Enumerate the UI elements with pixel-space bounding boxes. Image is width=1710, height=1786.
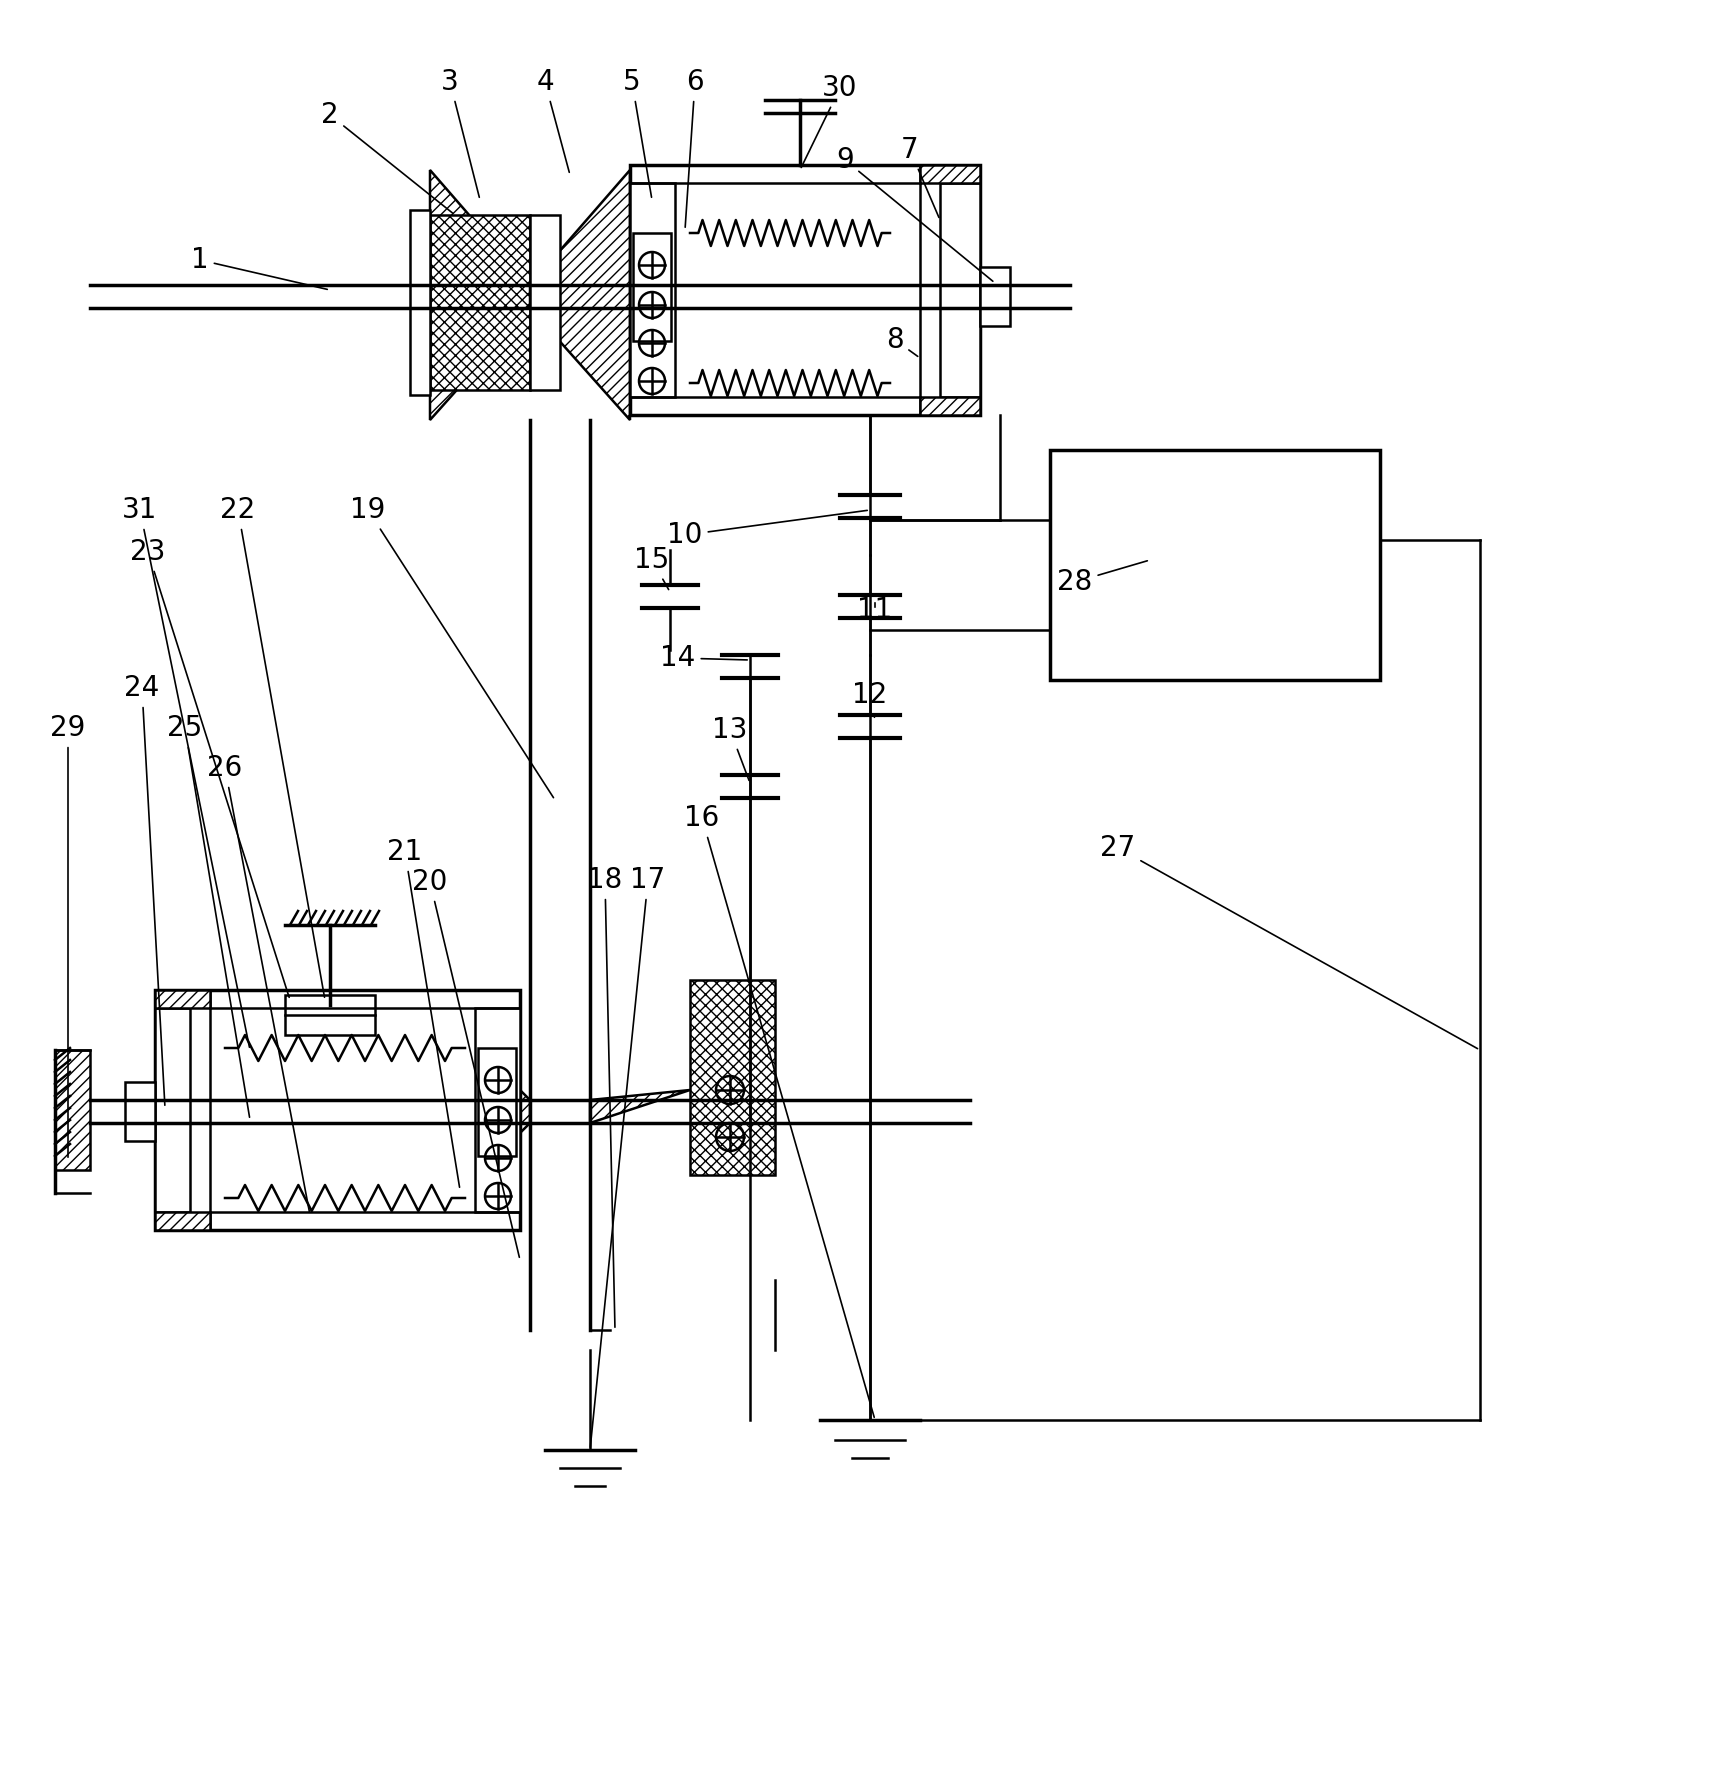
Text: 2: 2 [321, 102, 453, 213]
Text: 10: 10 [667, 511, 867, 548]
Text: 7: 7 [901, 136, 939, 218]
Bar [156, 1213, 210, 1231]
Text: 28: 28 [1057, 561, 1147, 597]
Bar [55, 1050, 91, 1170]
Text: 5: 5 [622, 68, 652, 196]
Text: 8: 8 [886, 327, 918, 357]
Bar [156, 989, 520, 1231]
Text: 20: 20 [412, 868, 520, 1257]
Polygon shape [530, 170, 629, 420]
Bar [410, 211, 429, 395]
Bar [125, 1082, 156, 1141]
Text: 11: 11 [857, 597, 893, 623]
Bar [156, 989, 210, 1231]
Text: 4: 4 [537, 68, 569, 171]
Bar [691, 981, 775, 1175]
Text: 25: 25 [168, 714, 250, 1118]
Text: 26: 26 [207, 754, 310, 1213]
Text: 12: 12 [852, 680, 887, 718]
Text: 31: 31 [123, 497, 250, 1047]
Text: 14: 14 [660, 645, 747, 672]
Text: 13: 13 [713, 716, 749, 780]
Text: 6: 6 [686, 68, 705, 227]
Polygon shape [429, 170, 530, 420]
Text: 17: 17 [590, 866, 665, 1447]
Text: 24: 24 [125, 673, 164, 1106]
Bar [920, 164, 980, 414]
Bar [920, 396, 980, 414]
Text: 18: 18 [587, 866, 622, 1327]
Text: 19: 19 [351, 497, 554, 798]
Text: 22: 22 [221, 497, 325, 997]
Bar [980, 266, 1011, 327]
Bar [633, 232, 670, 341]
Text: 9: 9 [836, 146, 994, 280]
Text: 30: 30 [802, 73, 858, 168]
Bar [156, 989, 210, 1007]
Text: 23: 23 [130, 538, 289, 997]
Bar [1050, 450, 1380, 680]
Bar [286, 995, 374, 1036]
Text: 1: 1 [192, 246, 327, 289]
Bar [475, 1007, 520, 1213]
Bar [629, 164, 980, 414]
Text: 21: 21 [388, 838, 460, 1188]
Polygon shape [429, 1000, 530, 1223]
Bar [530, 214, 559, 389]
Text: 15: 15 [634, 547, 670, 589]
Bar [920, 164, 980, 182]
Text: 3: 3 [441, 68, 479, 196]
Text: 16: 16 [684, 804, 874, 1418]
Polygon shape [590, 1089, 691, 1123]
Bar [941, 182, 980, 396]
Bar [429, 214, 530, 389]
Bar [156, 1007, 190, 1213]
Bar [479, 1048, 516, 1156]
Text: 27: 27 [1100, 834, 1477, 1048]
Text: 29: 29 [50, 714, 86, 1157]
Bar [629, 182, 675, 396]
